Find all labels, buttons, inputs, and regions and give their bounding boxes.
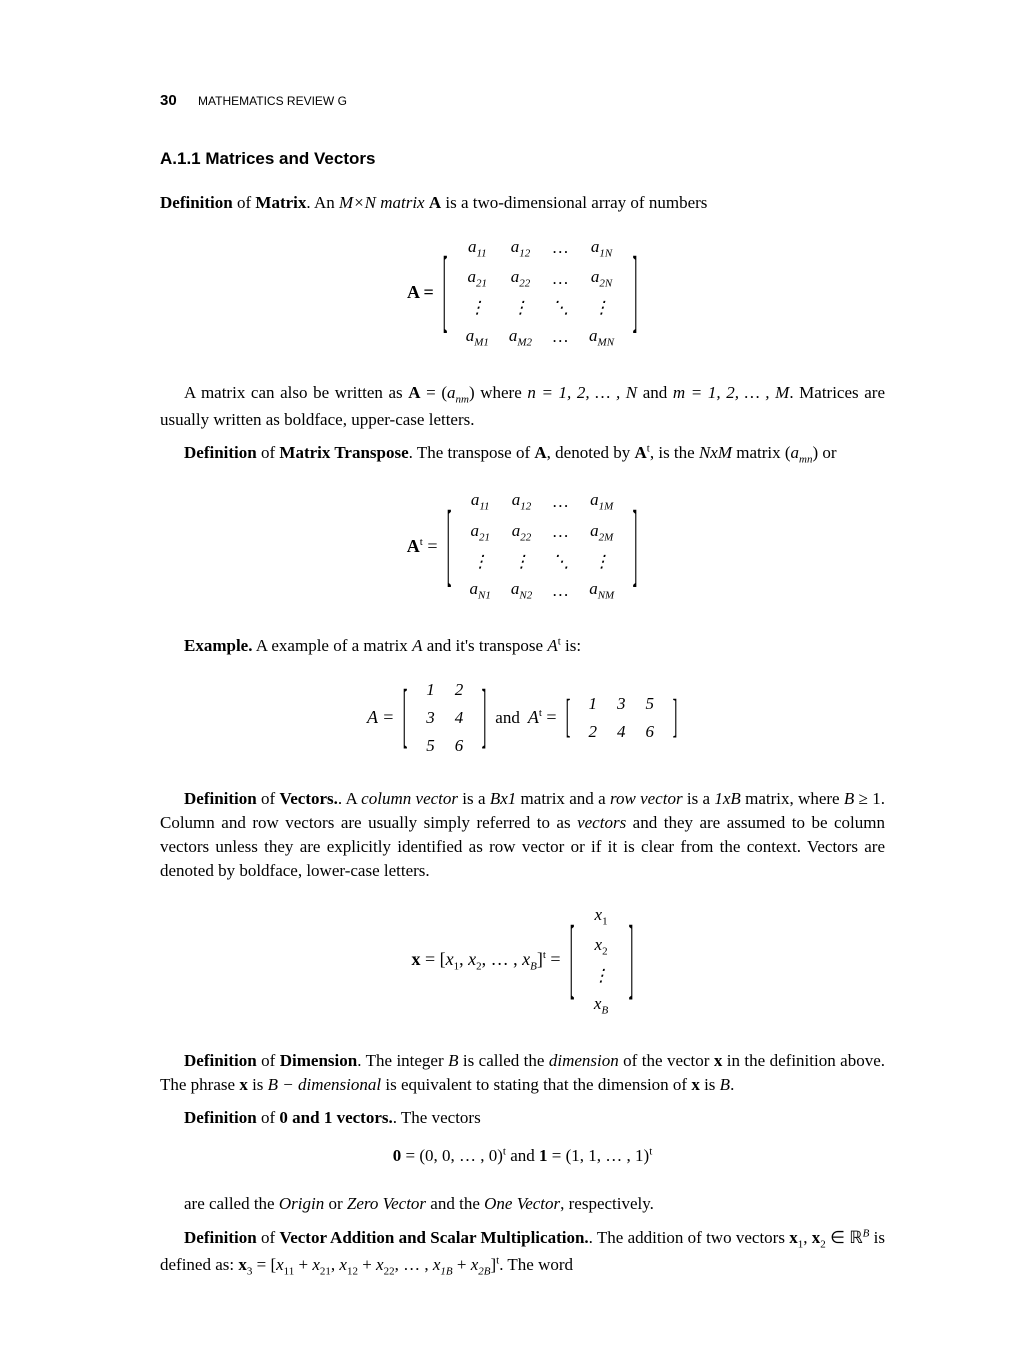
def-label: Definition [160,193,233,212]
matrix-At-display: At = [ a11 a12 … a1M a21 a22 … a2M ⋮⋮⋱⋮ [160,486,885,606]
p-matrix-written: A matrix can also be written as A = (anm… [160,381,885,432]
page-number: 30 [160,92,177,109]
right-bracket-icon: ] [633,481,638,612]
bold-A: A [429,193,441,212]
left-bracket-icon: [ [446,481,451,612]
right-bracket-icon: ] [633,227,638,358]
def-vectors: Definition of Vectors.. A column vector … [160,787,885,882]
At-lhs: A [407,536,420,556]
left-bracket-icon: [ [403,667,408,768]
and-text: and [495,706,520,730]
right-bracket-icon: ] [482,667,487,768]
left-bracket-icon: [ [565,685,570,750]
right-bracket-icon: ] [673,685,678,750]
example-lead: Example. A example of a matrix A and it'… [160,634,885,658]
def-vector-addition: Definition of Vector Addition and Scalar… [160,1226,885,1280]
def-zero-one: Definition of 0 and 1 vectors.. The vect… [160,1106,885,1130]
matrix-shape: M×N matrix [339,193,425,212]
left-bracket-icon: [ [442,227,447,358]
vector-x-display: x = [x1, x2, … , xB]t = [ x1 x2 ⋮ xB ] [160,901,885,1021]
matrix-A-table: a11 a12 … a1N a21 a22 … a2N ⋮⋮⋱⋮ aM1 aM2 [456,233,624,353]
exA-lhs: A = [367,705,394,730]
right-bracket-icon: ] [628,898,633,1024]
exAt-table: 135 246 [579,690,665,746]
def-dimension: Definition of Dimension. The integer B i… [160,1049,885,1097]
zero-one-display: 0 = (0, 0, … , 0)t and 1 = (1, 1, … , 1)… [160,1144,885,1168]
matrix-A-display: A = [ a11 a12 … a1N a21 a22 … a2N ⋮⋮⋱⋮ [160,233,885,353]
vecX-col: x1 x2 ⋮ xB [583,901,620,1021]
exA-table: 12 34 56 [416,676,473,759]
origin-line: are called the Origin or Zero Vector and… [160,1192,885,1216]
matrix-At-table: a11 a12 … a1M a21 a22 … a2M ⋮⋮⋱⋮ aN1 aN2 [460,486,625,606]
def-matrix-lead: Definition of Matrix. An M×N matrix A is… [160,191,885,215]
def-term: Matrix [255,193,306,212]
running-head-text: MATHEMATICS REVIEW G [198,94,347,108]
running-head: 30 MATHEMATICS REVIEW G [160,90,885,111]
def-transpose: Definition of Matrix Transpose. The tran… [160,441,885,468]
left-bracket-icon: [ [569,898,574,1024]
page-container: 30 MATHEMATICS REVIEW G A.1.1 Matrices a… [0,0,1020,1349]
section-heading: A.1.1 Matrices and Vectors [160,147,885,171]
matrix-A-lhs: A = [407,282,434,302]
example-matrices: A = [ 12 34 56 ] and At = [ 135 246 ] [160,676,885,759]
